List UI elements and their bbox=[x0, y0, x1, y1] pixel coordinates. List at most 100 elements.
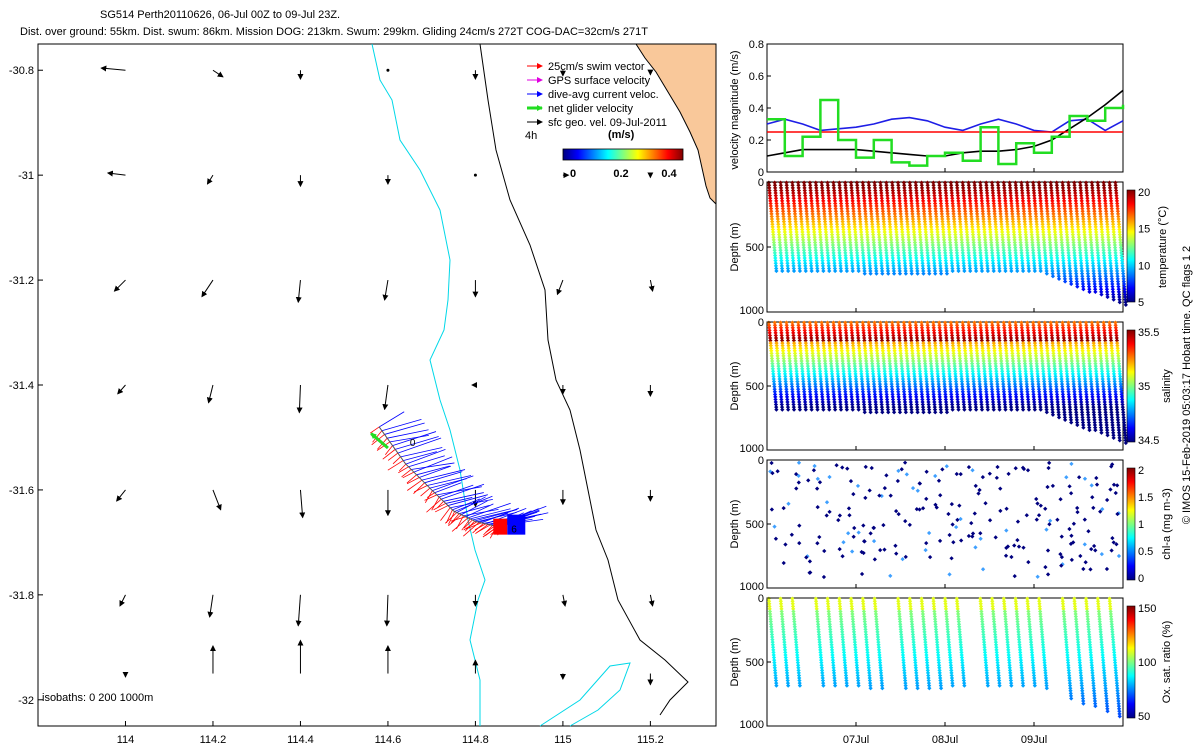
temperature-sample bbox=[802, 253, 807, 258]
temperature-sample bbox=[784, 253, 789, 258]
temperature-sample bbox=[832, 196, 837, 201]
temperature-sample bbox=[798, 206, 803, 211]
geo-velocity-arrow bbox=[648, 279, 655, 293]
temperature-sample bbox=[812, 240, 818, 245]
temperature-sample bbox=[814, 253, 819, 258]
temperature-sample bbox=[823, 222, 828, 227]
temperature-sample bbox=[831, 250, 836, 255]
temperature-sample bbox=[809, 201, 814, 206]
temperature-sample bbox=[877, 235, 882, 240]
temperature-sample bbox=[864, 227, 869, 232]
swim-vector bbox=[463, 521, 478, 531]
temperature-sample bbox=[810, 206, 815, 211]
temperature-sample bbox=[783, 235, 788, 240]
isobath-200m-south bbox=[539, 662, 631, 727]
temperature-sample bbox=[819, 183, 825, 188]
temperature-sample bbox=[805, 227, 811, 232]
temperature-sample bbox=[834, 216, 839, 222]
end-dac-cluster bbox=[507, 514, 526, 535]
temperature-sample bbox=[782, 232, 788, 237]
temperature-sample bbox=[767, 185, 772, 190]
temperature-sample bbox=[801, 242, 806, 248]
swim-vector bbox=[407, 479, 423, 491]
geo-velocity-arrow bbox=[113, 279, 126, 292]
dac-vector bbox=[461, 500, 488, 515]
temperature-sample bbox=[822, 219, 828, 224]
temperature-sample bbox=[831, 188, 837, 193]
temperature-sample bbox=[773, 255, 778, 261]
temperature-sample bbox=[805, 222, 810, 227]
temperature-sample bbox=[784, 245, 789, 250]
temperature-sample bbox=[795, 248, 801, 253]
swim-vector bbox=[420, 487, 431, 497]
colorbar-tick-label: 0.2 bbox=[613, 168, 628, 180]
temperature-sample bbox=[807, 242, 812, 248]
figure-title: SG514 Perth20110626, 06-Jul 00Z to 09-Ju… bbox=[100, 9, 341, 21]
temperature-sample bbox=[776, 222, 781, 227]
temperature-sample bbox=[851, 211, 856, 216]
temperature-sample bbox=[796, 183, 801, 188]
temperature-sample bbox=[804, 214, 810, 219]
temperature-sample bbox=[871, 242, 877, 248]
map-xtick-label: 114.8 bbox=[462, 734, 489, 746]
temperature-sample bbox=[869, 216, 874, 222]
temperature-sample bbox=[772, 180, 777, 185]
temperature-sample bbox=[797, 268, 803, 274]
temperature-sample bbox=[795, 245, 801, 250]
temperature-sample bbox=[835, 224, 840, 229]
temperature-sample bbox=[849, 261, 855, 266]
temperature-sample bbox=[780, 268, 785, 274]
temperature-sample bbox=[831, 255, 837, 261]
legend-dac-label: dive-avg current veloc. bbox=[548, 89, 659, 101]
temperature-sample bbox=[808, 188, 813, 193]
temperature-sample bbox=[829, 222, 834, 227]
temperature-sample bbox=[827, 206, 832, 211]
map-ytick-label: -31.2 bbox=[9, 275, 34, 287]
temperature-sample bbox=[869, 211, 874, 216]
temperature-sample bbox=[828, 216, 833, 222]
temperature-sample bbox=[822, 209, 827, 214]
temperature-sample bbox=[844, 196, 849, 201]
temperature-sample bbox=[792, 209, 797, 214]
temperature-sample bbox=[830, 242, 836, 248]
geo-velocity-arrow bbox=[295, 280, 302, 304]
temperature-sample bbox=[862, 206, 868, 211]
temperature-sample bbox=[866, 250, 871, 255]
temperature-sample bbox=[799, 216, 804, 222]
temperature-sample bbox=[777, 242, 783, 248]
temperature-sample bbox=[850, 266, 855, 271]
temperature-sample bbox=[813, 248, 818, 253]
temperature-sample bbox=[798, 203, 803, 209]
temperature-sample bbox=[820, 261, 825, 266]
temperature-sample bbox=[839, 209, 844, 214]
map-xtick-label: 114.2 bbox=[200, 734, 227, 746]
temperature-sample bbox=[876, 229, 881, 235]
temperature-sample bbox=[873, 263, 878, 268]
temperature-sample bbox=[838, 201, 844, 206]
temperature-sample bbox=[816, 209, 821, 214]
temperature-sample bbox=[826, 196, 832, 201]
dac-vector bbox=[481, 507, 520, 524]
temperature-sample bbox=[801, 180, 807, 185]
temperature-sample bbox=[831, 253, 836, 258]
temperature-sample bbox=[797, 263, 802, 268]
temperature-sample bbox=[845, 211, 850, 216]
temperature-sample bbox=[821, 203, 826, 209]
land-area bbox=[635, 43, 717, 206]
temperature-sample bbox=[769, 216, 775, 222]
isobath-note: isobaths: 0 200 1000m bbox=[42, 692, 153, 704]
temperature-sample bbox=[818, 232, 823, 237]
temperature-sample bbox=[875, 219, 881, 224]
temperature-sample bbox=[858, 222, 863, 227]
geo-velocity-arrow bbox=[295, 594, 302, 627]
temperature-sample bbox=[777, 235, 782, 240]
temperature-sample bbox=[824, 235, 829, 240]
temperature-sample bbox=[786, 268, 791, 274]
swim-vector bbox=[387, 452, 399, 461]
temperature-sample bbox=[773, 196, 779, 201]
temperature-sample bbox=[875, 211, 880, 216]
temperature-sample bbox=[811, 219, 816, 224]
temperature-sample bbox=[789, 242, 794, 248]
temperature-sample bbox=[860, 245, 865, 250]
dac-vector bbox=[432, 475, 474, 492]
